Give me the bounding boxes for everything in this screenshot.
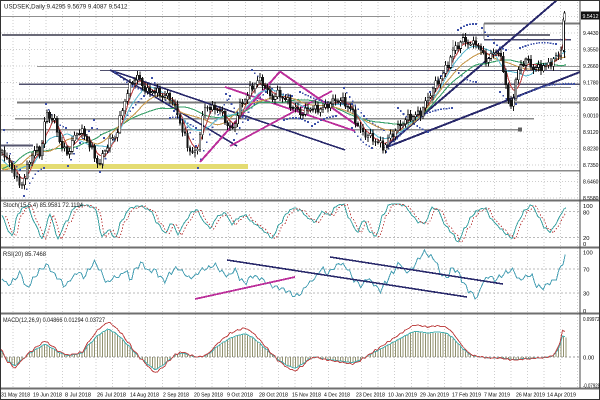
svg-text:8.7350: 8.7350 (583, 163, 599, 169)
svg-text:8.6460: 8.6460 (583, 180, 599, 186)
svg-text:10 Jan 2019: 10 Jan 2019 (388, 393, 417, 399)
svg-text:9.3550: 9.3550 (583, 48, 599, 54)
svg-text:8.8230: 8.8230 (583, 147, 599, 153)
svg-text:30: 30 (583, 292, 589, 298)
svg-text:26 Mar 2019: 26 Mar 2019 (516, 393, 545, 399)
svg-text:8.5580: 8.5580 (583, 196, 599, 202)
svg-text:0: 0 (583, 309, 586, 315)
svg-text:9.4430: 9.4430 (583, 31, 599, 37)
svg-text:9.0010: 9.0010 (583, 114, 599, 120)
svg-text:80: 80 (583, 211, 589, 217)
svg-text:0.00: 0.00 (583, 356, 594, 362)
svg-text:0: 0 (583, 242, 586, 248)
svg-text:28 Oct 2018: 28 Oct 2018 (259, 393, 288, 399)
svg-text:26 Jul 2018: 26 Jul 2018 (97, 393, 126, 399)
svg-text:23 Dec 2018: 23 Dec 2018 (356, 393, 385, 399)
svg-text:15 Nov 2018: 15 Nov 2018 (292, 393, 321, 399)
svg-text:MACD(12,26,9) 0.04866 0.01294: MACD(12,26,9) 0.04866 0.01294 0.03727 (3, 318, 106, 324)
svg-text:20: 20 (583, 236, 589, 242)
svg-text:9 Oct 2018: 9 Oct 2018 (227, 393, 253, 399)
svg-text:4 Dec 2018: 4 Dec 2018 (324, 393, 350, 399)
svg-text:29 Jan 2019: 29 Jan 2019 (420, 393, 449, 399)
svg-text:20 Sep 2018: 20 Sep 2018 (194, 393, 223, 399)
svg-text:Stoch(15,5,4) 85.9581 72.1194: Stoch(15,5,4) 85.9581 72.1194 (3, 203, 84, 209)
svg-text:2 Sep 2018: 2 Sep 2018 (163, 393, 189, 399)
svg-text:9.1780: 9.1780 (583, 81, 599, 87)
svg-text:14 Apr 2019: 14 Apr 2019 (547, 393, 576, 399)
svg-text:0.09972: 0.09972 (583, 317, 600, 323)
svg-text:USDSEK,Daily 9.4295 9.5679 9.: USDSEK,Daily 9.4295 9.5679 9.4087 9.5412 (4, 4, 128, 11)
svg-text:7 Mar 2019: 7 Mar 2019 (484, 393, 510, 399)
svg-text:RSI(20) 85.7468: RSI(20) 85.7468 (3, 252, 47, 258)
svg-text:100: 100 (583, 204, 593, 210)
svg-text:9.0890: 9.0890 (583, 97, 599, 103)
svg-text:31 May 2018: 31 May 2018 (1, 393, 30, 399)
svg-text:-0.07928: -0.07928 (583, 384, 600, 390)
svg-text:19 Jun 2018: 19 Jun 2018 (33, 393, 62, 399)
svg-text:70: 70 (583, 268, 589, 274)
svg-text:100: 100 (583, 251, 593, 257)
svg-text:14 Aug 2018: 14 Aug 2018 (130, 393, 159, 399)
svg-text:9.2660: 9.2660 (583, 64, 599, 70)
svg-text:9.5412: 9.5412 (583, 14, 599, 20)
svg-text:8.9120: 8.9120 (583, 130, 599, 136)
svg-text:17 Feb 2019: 17 Feb 2019 (452, 393, 481, 399)
svg-text:8 Jul 2018: 8 Jul 2018 (65, 393, 91, 399)
